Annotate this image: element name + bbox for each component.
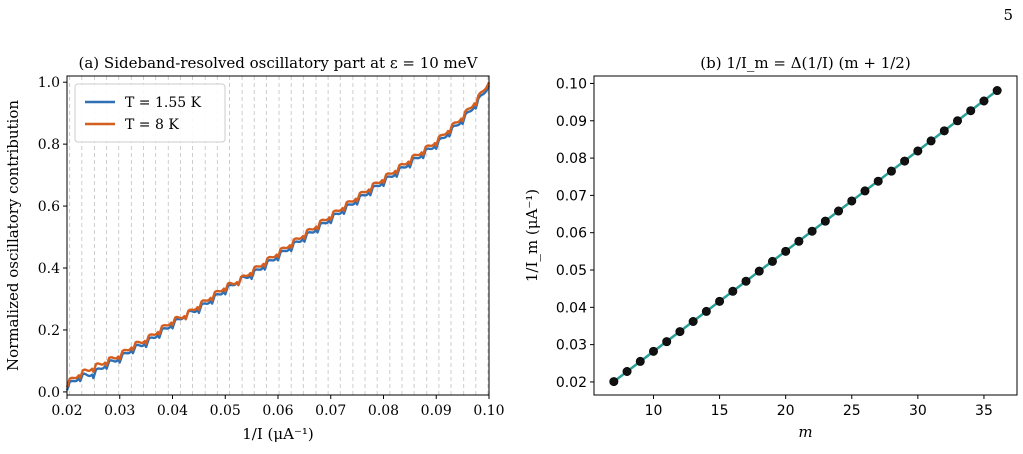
y-axis-label: Normalized oscillatory contribution: [4, 100, 22, 371]
y-tick-label: 0.07: [556, 188, 587, 204]
data-point: [662, 337, 672, 347]
data-point: [781, 246, 791, 256]
data-point: [767, 256, 777, 266]
data-point: [741, 276, 751, 286]
data-point: [992, 86, 1002, 96]
x-tick-label: 0.09: [421, 403, 452, 419]
x-tick-label: 30: [909, 403, 927, 419]
data-point: [860, 186, 870, 196]
data-point: [926, 136, 936, 146]
data-point: [847, 196, 857, 206]
x-tick-label: 15: [711, 403, 729, 419]
data-point: [675, 327, 685, 337]
data-point: [886, 166, 896, 176]
y-tick-label: 0.4: [38, 261, 60, 277]
y-axis-label: 1/I_m (μA⁻¹): [523, 189, 541, 282]
data-point: [953, 116, 963, 126]
y-tick-label: 0.04: [556, 300, 587, 316]
x-tick-label: 0.08: [368, 403, 399, 419]
data-point: [754, 266, 764, 276]
legend-box: [74, 83, 226, 143]
y-tick-label: 0.10: [556, 76, 587, 92]
y-tick-label: 0.06: [556, 226, 587, 242]
y-tick-label: 0.8: [38, 137, 60, 153]
data-point: [635, 356, 645, 366]
data-point: [728, 286, 738, 296]
y-tick-label: 0.08: [556, 151, 587, 167]
x-tick-label: 10: [645, 403, 663, 419]
data-point: [913, 146, 923, 156]
data-point: [701, 306, 711, 316]
chart-title: (b) 1/I_m = Δ(1/I) (m + 1/2): [700, 54, 910, 72]
data-point: [622, 366, 632, 376]
legend-label: T = 8 K: [125, 117, 179, 133]
data-point: [900, 156, 910, 166]
data-point: [820, 216, 830, 226]
x-tick-label: 0.02: [51, 403, 82, 419]
x-tick-label: 20: [777, 403, 795, 419]
x-tick-label: 25: [843, 403, 861, 419]
data-point: [794, 236, 804, 246]
data-point: [979, 96, 989, 106]
y-tick-label: 1.0: [38, 75, 60, 91]
data-point: [939, 126, 949, 136]
data-point: [966, 106, 976, 116]
x-tick-label: 0.07: [315, 403, 346, 419]
y-tick-label: 0.0: [38, 385, 60, 401]
y-tick-label: 0.09: [556, 114, 587, 130]
x-tick-label: 0.10: [473, 403, 504, 419]
x-tick-label: 0.03: [104, 403, 135, 419]
legend-label: T = 1.55 K: [125, 95, 202, 111]
data-point: [834, 206, 844, 216]
data-point: [609, 377, 619, 387]
y-tick-label: 0.6: [38, 199, 60, 215]
data-point: [715, 296, 725, 306]
plot-frame: [593, 75, 1018, 396]
x-axis-label: 1/I (μA⁻¹): [242, 425, 314, 443]
y-tick-label: 0.2: [38, 323, 60, 339]
data-point: [648, 346, 658, 356]
page-number: 5: [1003, 6, 1013, 24]
y-tick-label: 0.05: [556, 263, 587, 279]
x-tick-label: 0.04: [157, 403, 188, 419]
series-line-T-1.55K: [65, 84, 491, 391]
chart-title: (a) Sideband-resolved oscillatory part a…: [79, 54, 479, 72]
x-tick-label: 35: [975, 403, 993, 419]
fit-line: [613, 89, 998, 383]
x-tick-label: 0.05: [210, 403, 241, 419]
series-line-T-8K: [65, 81, 491, 388]
data-point: [873, 176, 883, 186]
x-tick-label: 0.06: [262, 403, 293, 419]
data-point: [807, 226, 817, 236]
y-tick-label: 0.03: [556, 338, 587, 354]
x-axis-label: m: [798, 423, 812, 441]
y-tick-label: 0.02: [556, 375, 587, 391]
data-point: [688, 316, 698, 326]
